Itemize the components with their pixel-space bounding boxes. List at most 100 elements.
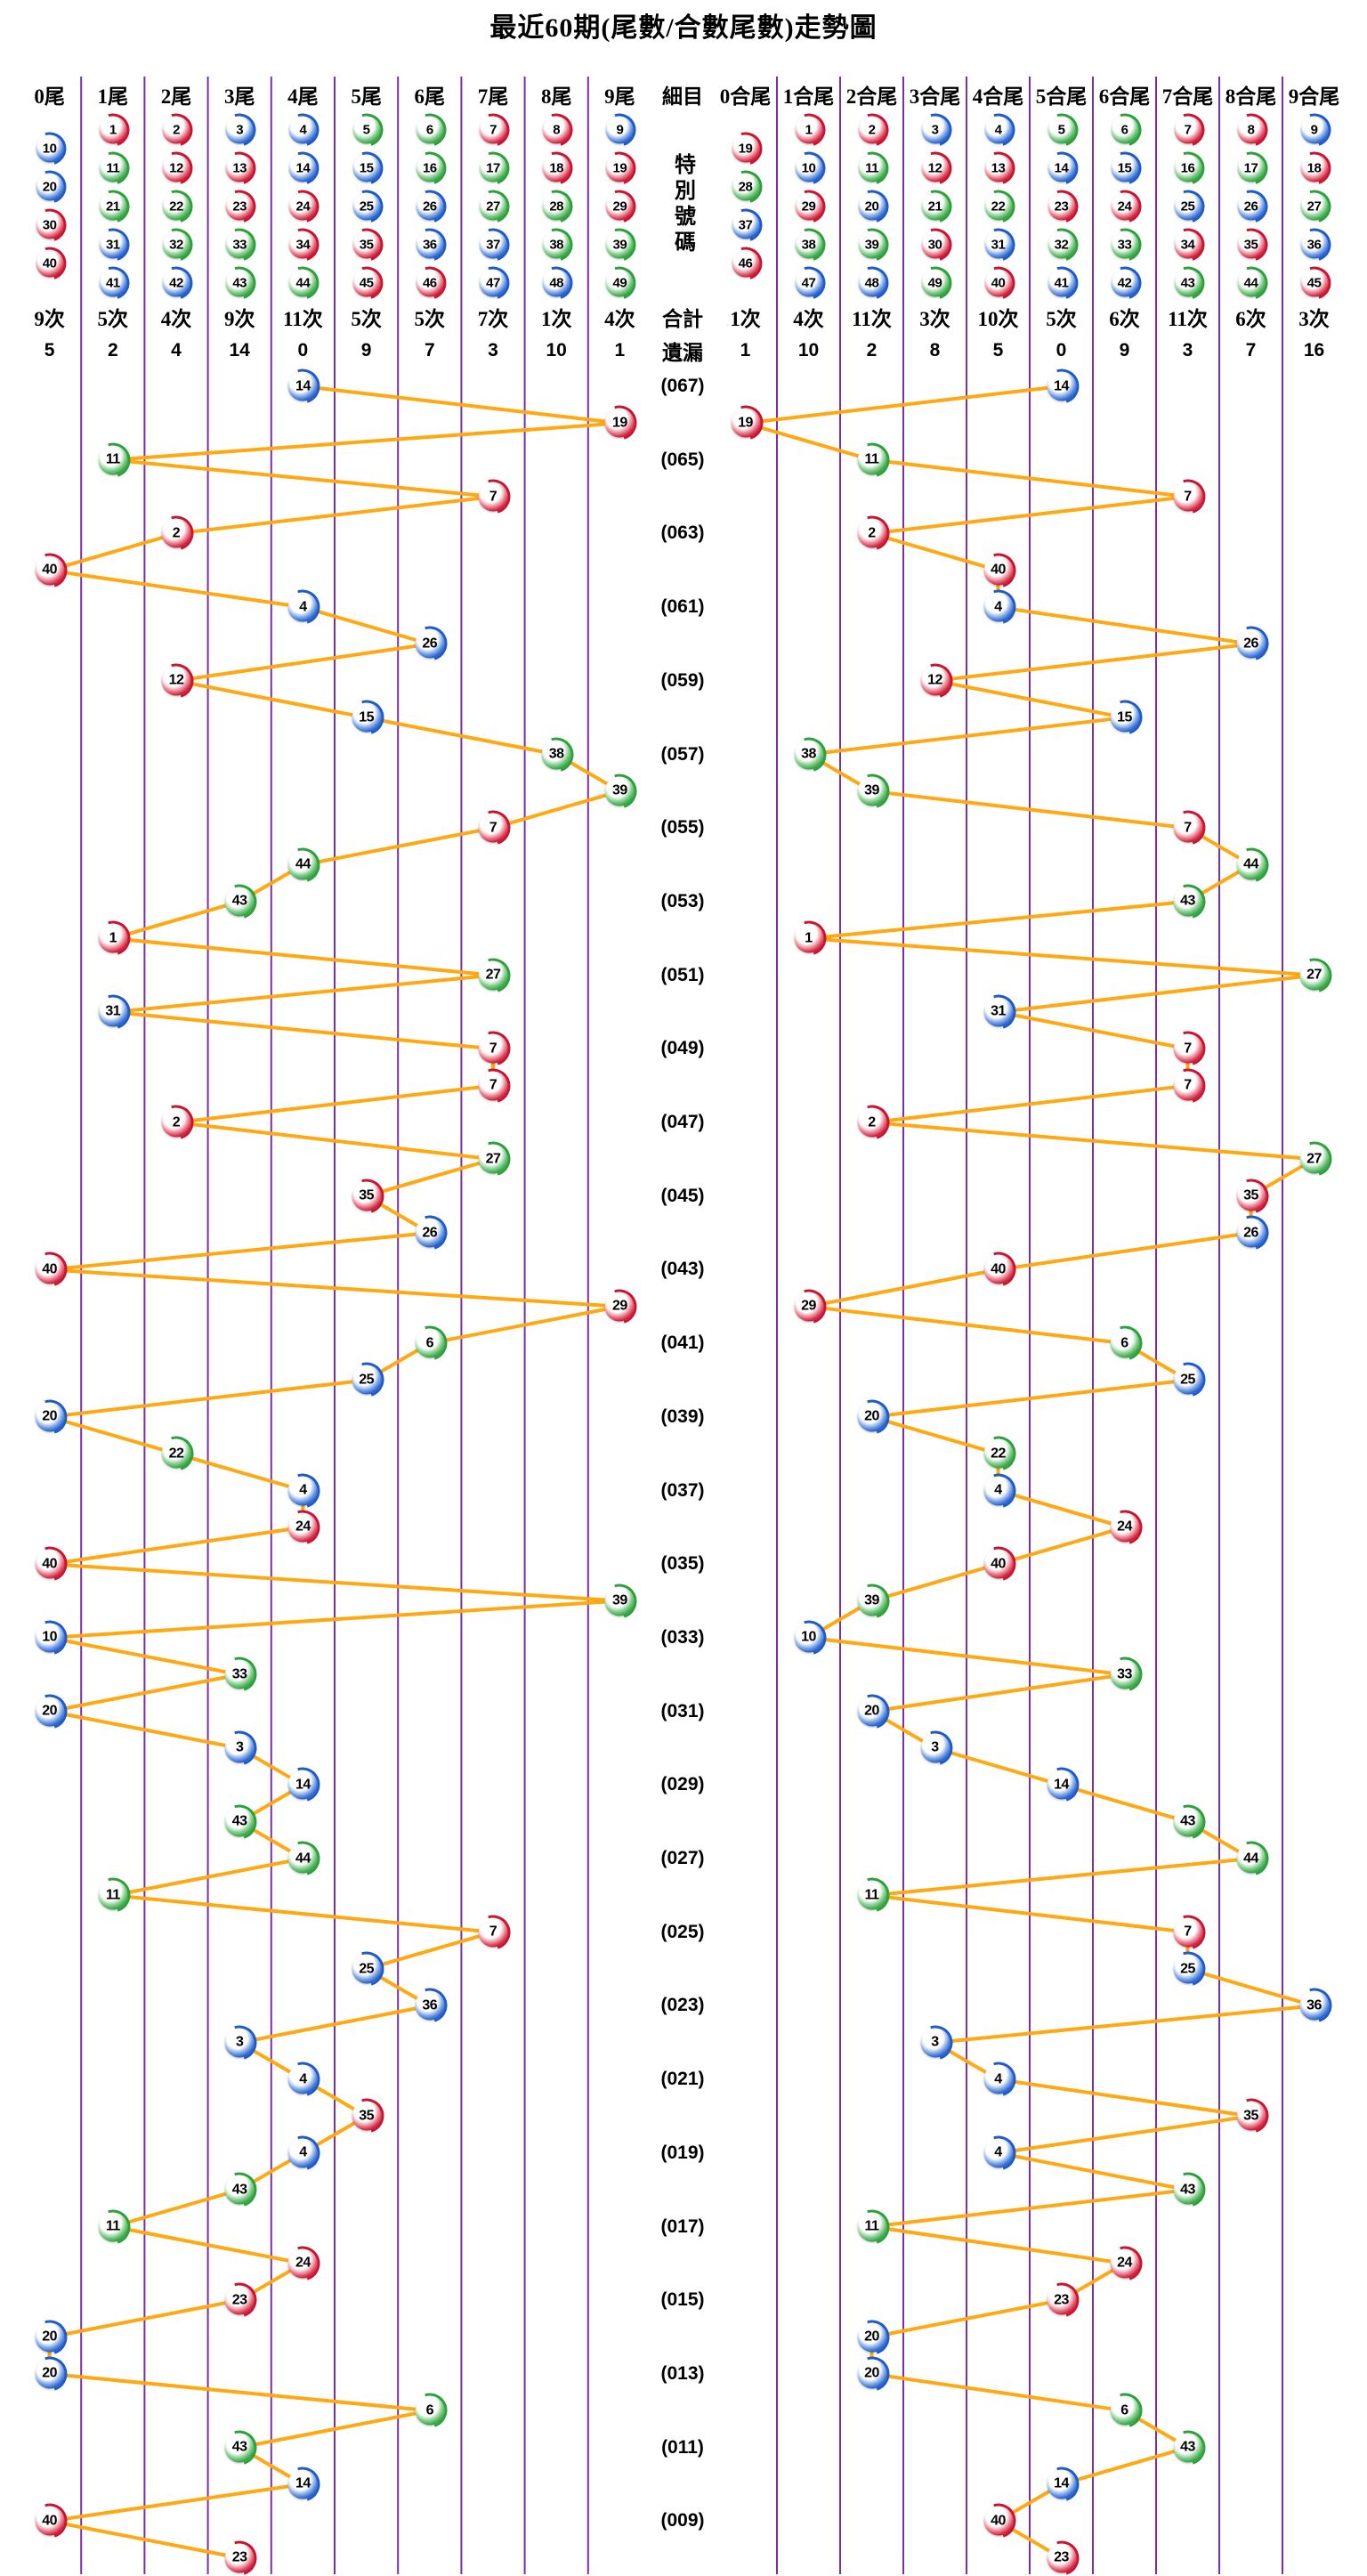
tail-column-miss: 14 <box>229 340 250 360</box>
chart-ball: 26 <box>415 1218 445 1248</box>
header-ball: 7 <box>1174 116 1201 144</box>
chart-ball: 40 <box>35 555 65 586</box>
sum-column-miss: 10 <box>797 340 820 360</box>
chart-ball: 29 <box>604 1292 635 1322</box>
chart-ball: 3 <box>224 2028 255 2058</box>
chart-ball: 35 <box>352 1181 382 1211</box>
chart-ball: 6 <box>415 1328 445 1358</box>
tail-column-count: 9次 <box>34 308 65 330</box>
sum-column-header: 4合尾 <box>972 85 1024 108</box>
sum-column-header: 2合尾 <box>845 85 898 108</box>
chart-ball: 20 <box>35 2359 65 2389</box>
period-label: (021) <box>660 2069 705 2090</box>
sum-column-count: 5次 <box>1046 308 1077 330</box>
chart-ball: 14 <box>1047 1770 1076 1800</box>
header-ball: 40 <box>36 249 64 278</box>
header-ball: 14 <box>288 154 317 182</box>
header-ball: 45 <box>1300 269 1328 297</box>
chart-ball: 20 <box>35 2322 65 2353</box>
sum-column-count: 3次 <box>1298 308 1330 330</box>
chart-ball: 25 <box>1173 1365 1202 1395</box>
header-ball: 6 <box>1111 116 1138 144</box>
header-ball: 45 <box>352 269 381 297</box>
chart-ball: 4 <box>983 2064 1013 2094</box>
chart-ball: 31 <box>983 997 1013 1027</box>
chart-ball: 43 <box>1173 1807 1202 1837</box>
chart-ball: 7 <box>478 1071 508 1101</box>
header-ball: 23 <box>225 192 254 221</box>
chart-ball: 15 <box>1110 702 1139 733</box>
period-label: (023) <box>660 1995 705 2016</box>
header-ball: 30 <box>921 231 949 259</box>
chart-ball: 7 <box>1173 1033 1202 1064</box>
period-label: (011) <box>661 2436 704 2458</box>
header-ball: 28 <box>732 173 759 201</box>
header-ball: 15 <box>352 154 381 182</box>
header-ball: 4 <box>288 116 317 144</box>
chart-ball: 4 <box>287 1476 318 1505</box>
chart-ball: 35 <box>1236 1181 1266 1211</box>
sum-column-count: 10次 <box>977 308 1019 330</box>
chart-ball: 11 <box>98 445 128 475</box>
period-label: (019) <box>660 2142 705 2163</box>
sum-column-count: 6次 <box>1235 308 1266 330</box>
chart-ball: 4 <box>287 2064 318 2094</box>
chart-ball: 27 <box>1299 960 1329 991</box>
chart-ball: 43 <box>1173 2433 1202 2463</box>
tail-column-header: 2尾 <box>160 85 192 108</box>
header-ball: 20 <box>858 192 886 221</box>
tail-column-miss: 7 <box>424 340 435 360</box>
chart-ball: 14 <box>287 1770 318 1800</box>
tail-column-header: 6尾 <box>414 85 446 108</box>
tail-column-miss: 10 <box>546 340 567 360</box>
header-ball: 27 <box>1300 192 1328 221</box>
header-ball: 12 <box>921 154 949 182</box>
chart-ball: 35 <box>1236 2101 1266 2131</box>
header-ball: 19 <box>605 154 634 182</box>
header-ball: 43 <box>1174 269 1201 297</box>
header-ball: 4 <box>984 116 1012 144</box>
chart-ball: 26 <box>1236 628 1266 659</box>
tail-column-header: 8尾 <box>540 85 572 108</box>
chart-ball: 43 <box>224 1807 255 1837</box>
header-ball: 11 <box>99 154 127 182</box>
chart-ball: 24 <box>1110 1512 1139 1543</box>
chart-ball: 20 <box>857 1697 886 1727</box>
chart-ball: 40 <box>983 2506 1013 2536</box>
header-ball: 8 <box>1237 116 1265 144</box>
header-ball: 10 <box>795 154 822 182</box>
chart-ball: 4 <box>287 2138 318 2168</box>
tail-column-miss: 3 <box>488 340 498 360</box>
header-ball: 9 <box>605 116 634 144</box>
header-ball: 9 <box>1300 116 1328 144</box>
chart-ball: 20 <box>35 1402 65 1432</box>
sum-column-miss: 5 <box>992 340 1004 360</box>
chart-ball: 40 <box>35 2506 65 2536</box>
period-label: (025) <box>660 1921 705 1942</box>
chart-ball: 12 <box>161 666 191 696</box>
header-ball: 49 <box>921 269 949 297</box>
header-ball: 14 <box>1047 154 1075 182</box>
header-ball: 35 <box>1237 231 1265 259</box>
chart-ball: 7 <box>478 482 508 512</box>
header-ball: 34 <box>1174 231 1201 259</box>
chart-ball: 24 <box>287 1512 318 1543</box>
tail-column-miss: 2 <box>107 340 118 360</box>
header-ball: 5 <box>1047 116 1075 144</box>
chart-ball: 26 <box>415 628 445 659</box>
header-ball: 32 <box>1047 231 1075 259</box>
chart-ball: 14 <box>1047 371 1076 401</box>
tail-column-miss: 9 <box>360 340 372 360</box>
period-label: (045) <box>660 1185 705 1206</box>
header-ball: 38 <box>542 231 570 259</box>
chart-ball: 2 <box>161 1107 191 1138</box>
chart-ball: 23 <box>224 2543 255 2573</box>
sum-column-header: 5合尾 <box>1035 85 1088 108</box>
chart-ball: 39 <box>857 1586 886 1616</box>
period-label: (057) <box>660 743 705 765</box>
header-ball: 18 <box>1300 154 1328 182</box>
header-ball: 21 <box>99 192 127 221</box>
right-trend-line <box>743 385 1316 2560</box>
chart-ball: 27 <box>1299 1144 1329 1174</box>
chart-ball: 25 <box>1173 1954 1202 1984</box>
